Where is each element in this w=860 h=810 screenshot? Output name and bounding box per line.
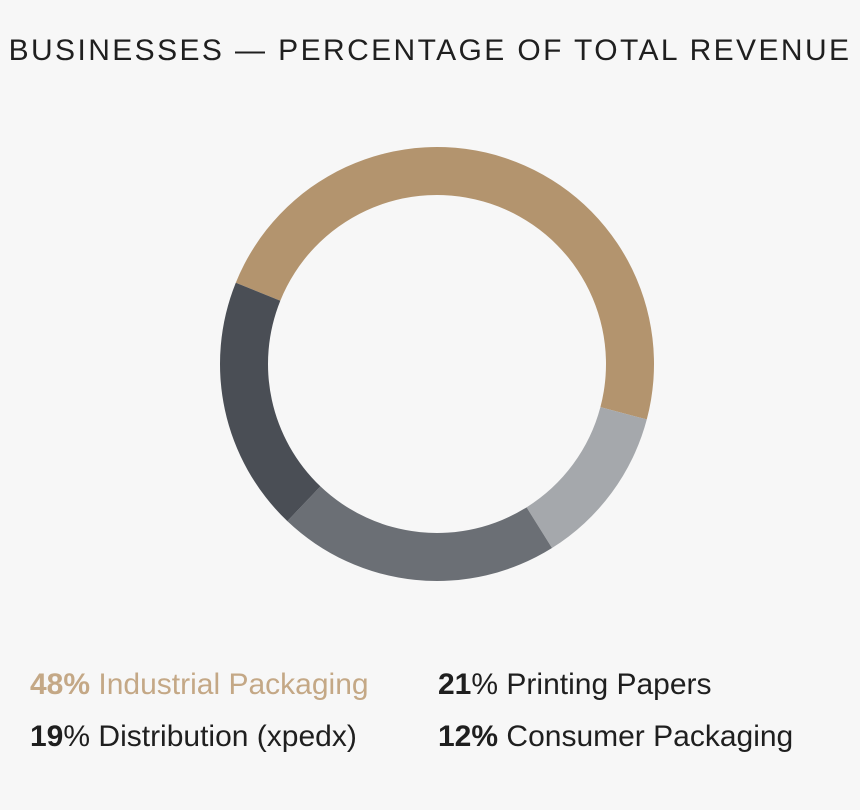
legend-item-printing-papers: 21% Printing Papers: [438, 668, 712, 702]
legend-percent-sign: %: [63, 720, 91, 753]
legend-item-distribution: 19% Distribution (xpedx): [30, 720, 357, 754]
legend-item-consumer-packaging: 12% Consumer Packaging: [438, 720, 793, 754]
legend-value: 19: [30, 720, 64, 753]
donut-slice-distribution-xpedx: [220, 282, 321, 522]
donut-slice-industrial-packaging: [235, 146, 655, 420]
legend-value: 48: [30, 668, 64, 701]
legend-label: Industrial Packaging: [98, 668, 369, 701]
legend-label: Printing Papers: [506, 668, 712, 701]
legend-percent-sign: %: [63, 668, 91, 701]
legend-label: Consumer Packaging: [506, 720, 794, 753]
donut-slice-printing-papers: [287, 486, 552, 581]
donut-chart: [220, 146, 655, 581]
legend-value: 12: [438, 720, 472, 753]
legend-percent-sign: %: [471, 720, 499, 753]
legend-item-industrial-packaging: 48% Industrial Packaging: [30, 668, 369, 702]
donut-slice-consumer-packaging: [526, 407, 647, 549]
legend-value: 21: [438, 668, 472, 701]
chart-title: BUSINESSES — PERCENTAGE OF TOTAL REVENUE: [8, 34, 852, 67]
legend-label: Distribution (xpedx): [98, 720, 357, 753]
legend-percent-sign: %: [471, 668, 499, 701]
